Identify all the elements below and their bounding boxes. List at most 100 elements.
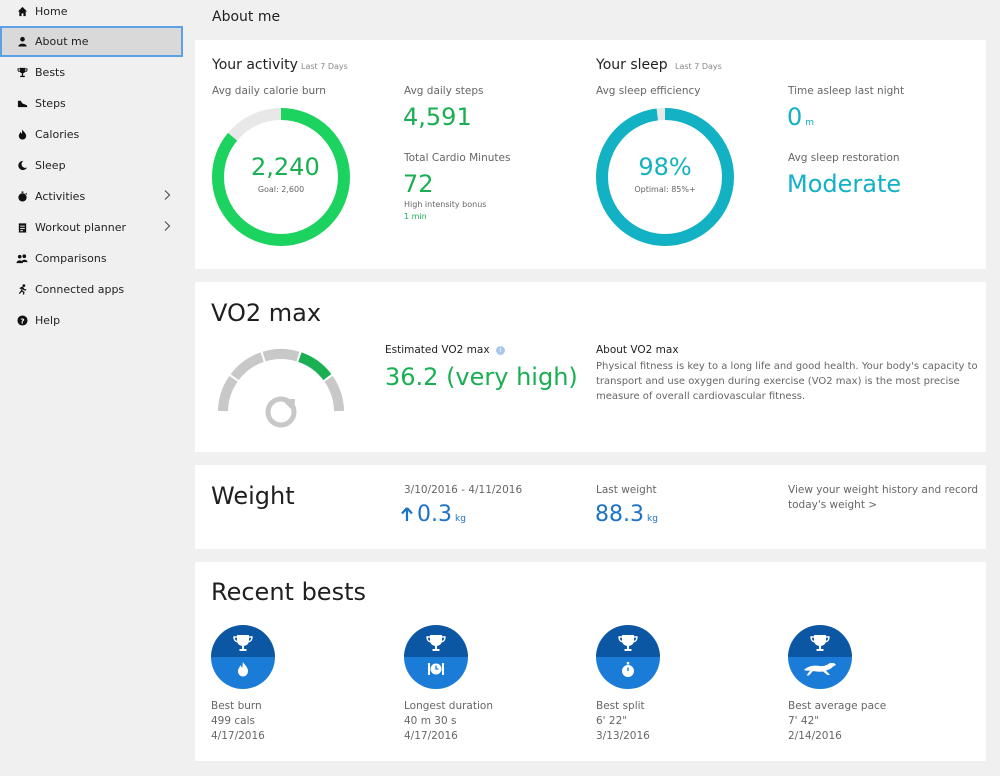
trophy-icon [16, 67, 28, 79]
cardio-label: Total Cardio Minutes [404, 152, 511, 164]
vo2-about-line: transport and use oxygen during exercise… [596, 376, 960, 387]
best-average-pace-badge[interactable] [788, 625, 852, 689]
calorie-ring [212, 108, 350, 246]
sidebar-item-label: Comparisons [35, 252, 107, 265]
flame-icon [16, 129, 28, 141]
help-icon: ? [16, 315, 28, 327]
longest-duration-badge[interactable] [404, 625, 468, 689]
vo2-estimated-label: Estimated VO2 max [385, 344, 490, 356]
sidebar-item-comparisons[interactable]: Comparisons [0, 243, 183, 274]
bests-title: Recent bests [211, 578, 366, 606]
efficiency-value: 98% [638, 153, 692, 181]
sidebar-item-bests[interactable]: Bests [0, 57, 183, 88]
sidebar: Home About me Bests Steps Calories Sleep [0, 0, 183, 776]
sidebar-item-workout-planner[interactable]: Workout planner [0, 212, 183, 243]
people-icon [16, 253, 28, 265]
home-icon [16, 6, 28, 18]
weight-card: Weight 3/10/2016 - 4/11/2016 0.3 kg Last … [195, 465, 986, 549]
sidebar-item-label: Connected apps [35, 283, 125, 296]
best-label: Best burn [211, 700, 262, 712]
weight-history-link-line: today's weight > [788, 499, 878, 511]
calorie-goal: Goal: 2,600 [257, 185, 305, 194]
last-weight: 88.3 kg [595, 502, 658, 527]
best-label: Best split [596, 700, 645, 712]
cardio-value: 72 [403, 170, 434, 198]
runner-icon [16, 284, 28, 296]
sidebar-item-label: About me [35, 35, 89, 48]
best-label: Best average pace [788, 700, 887, 712]
cheetah-icon [804, 663, 836, 676]
trophy-icon [426, 635, 446, 651]
efficiency-optimal: Optimal: 85%+ [634, 185, 696, 194]
sidebar-item-label: Bests [35, 66, 66, 79]
longest-duration-text: Longest duration 40 m 30 s 4/17/2016 [404, 699, 493, 744]
shoe-icon [16, 98, 28, 110]
weight-change: 0.3 kg [401, 502, 466, 528]
calorie-label: Avg daily calorie burn [212, 85, 326, 97]
sidebar-item-sleep[interactable]: Sleep [0, 150, 183, 181]
efficiency-label: Avg sleep efficiency [596, 85, 701, 97]
vo2-about-line: measure of overall cardiovascular fitnes… [596, 391, 806, 402]
asleep-value: 0 [787, 103, 803, 131]
sleep-ring [596, 108, 734, 246]
clock-icon [428, 663, 444, 675]
sidebar-item-home[interactable]: Home [0, 0, 183, 27]
last-weight-unit: kg [646, 514, 658, 524]
activity-sleep-card: Your activity Last 7 Days Avg daily calo… [195, 40, 986, 269]
weight-history-link[interactable]: View your weight history and record toda… [788, 483, 978, 513]
vo2-estimated-label-wrap: Estimated VO2 max i [385, 344, 505, 356]
sidebar-item-label: Steps [35, 97, 66, 110]
sidebar-item-connected-apps[interactable]: Connected apps [0, 274, 183, 305]
vo2-value: 36.2 (very high) [385, 363, 578, 391]
arrow-up-icon [401, 503, 413, 528]
restoration-label: Avg sleep restoration [788, 152, 900, 164]
best-average-pace-text: Best average pace 7' 42" 2/14/2016 [788, 699, 886, 744]
stopwatch-icon [16, 191, 28, 203]
best-label: Longest duration [404, 700, 493, 712]
gauge-segment [298, 352, 332, 381]
last-weight-value: 88.3 [595, 502, 644, 527]
weight-range: 3/10/2016 - 4/11/2016 [404, 484, 523, 496]
best-split-badge[interactable] [596, 625, 660, 689]
sidebar-item-activities[interactable]: Activities [0, 181, 183, 212]
chevron-right-icon[interactable] [163, 220, 173, 232]
weight-title: Weight [211, 482, 295, 510]
info-icon[interactable]: i [495, 346, 505, 355]
best-value: 7' 42" [788, 715, 820, 727]
gauge-segment [262, 349, 300, 362]
sidebar-item-steps[interactable]: Steps [0, 88, 183, 119]
chevron-right-icon[interactable] [163, 189, 173, 201]
flame-icon [238, 662, 248, 677]
sidebar-item-help[interactable]: ? Help [0, 305, 183, 336]
vo2-gauge [218, 349, 344, 428]
trophy-icon [618, 635, 638, 651]
sidebar-item-about-me[interactable]: About me [0, 26, 183, 57]
trophy-icon [810, 635, 830, 651]
best-burn-badge[interactable] [211, 625, 275, 689]
best-date: 2/14/2016 [788, 730, 842, 742]
steps-label: Avg daily steps [404, 85, 484, 97]
best-split-text: Best split 6' 22" 3/13/2016 [596, 699, 650, 744]
moon-icon [16, 160, 28, 172]
stopwatch-icon [622, 662, 634, 677]
steps-value: 4,591 [403, 103, 472, 131]
vo2-title: VO2 max [211, 299, 322, 327]
best-burn-text: Best burn 499 cals 4/17/2016 [211, 699, 265, 744]
sidebar-item-label: Home [35, 5, 68, 18]
activity-period: Last 7 Days [301, 62, 348, 71]
trophy-icon [233, 635, 253, 651]
sidebar-item-label: Workout planner [35, 221, 126, 234]
asleep-unit: m [805, 118, 815, 128]
vo2-about-line: Physical fitness is key to a long life a… [596, 361, 978, 372]
page-title: About me [212, 9, 281, 25]
sidebar-item-label: Sleep [35, 159, 66, 172]
weight-change-unit: kg [455, 514, 466, 524]
best-date: 4/17/2016 [211, 730, 265, 742]
sidebar-item-calories[interactable]: Calories [0, 119, 183, 150]
sidebar-item-label: Activities [35, 190, 86, 203]
vo2-card: VO2 max Estimated VO2 max i 36.2 (very h… [195, 282, 986, 452]
gauge-segment [230, 352, 264, 381]
clipboard-icon [16, 222, 28, 234]
gauge-segment [324, 375, 344, 412]
sleep-period: Last 7 Days [675, 62, 722, 71]
